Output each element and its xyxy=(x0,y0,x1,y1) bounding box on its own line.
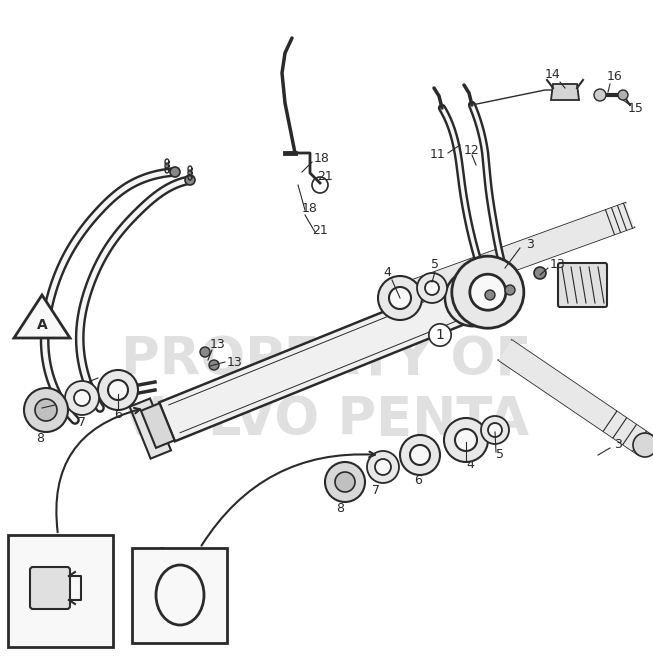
Text: 18: 18 xyxy=(302,201,318,214)
Polygon shape xyxy=(130,399,171,459)
Circle shape xyxy=(633,433,653,457)
Text: 6: 6 xyxy=(414,473,422,487)
FancyBboxPatch shape xyxy=(30,567,70,609)
Circle shape xyxy=(470,274,506,310)
Polygon shape xyxy=(468,269,511,313)
Circle shape xyxy=(445,270,501,326)
Polygon shape xyxy=(159,279,481,442)
Text: A: A xyxy=(37,318,48,332)
Circle shape xyxy=(375,459,391,475)
Circle shape xyxy=(400,435,440,475)
Circle shape xyxy=(488,423,502,437)
Text: 8: 8 xyxy=(36,432,44,444)
Circle shape xyxy=(108,380,128,400)
Polygon shape xyxy=(390,203,635,312)
Text: 9: 9 xyxy=(26,401,34,414)
Circle shape xyxy=(378,276,422,320)
Text: 22: 22 xyxy=(82,538,98,551)
Text: 10: 10 xyxy=(104,371,120,385)
Text: 13: 13 xyxy=(550,258,566,271)
Circle shape xyxy=(185,175,195,185)
Circle shape xyxy=(65,381,99,415)
Text: PROPERTY OF
VOLVO PENTA: PROPERTY OF VOLVO PENTA xyxy=(121,334,531,446)
Text: 21: 21 xyxy=(312,224,328,236)
Text: 18: 18 xyxy=(314,152,330,164)
Text: 4: 4 xyxy=(383,265,391,279)
Circle shape xyxy=(534,267,546,279)
Bar xyxy=(132,548,227,643)
Text: 12: 12 xyxy=(464,144,480,156)
Text: 2: 2 xyxy=(158,545,166,559)
Text: 6: 6 xyxy=(114,408,122,422)
Text: 15: 15 xyxy=(628,101,644,115)
Polygon shape xyxy=(498,340,652,455)
Circle shape xyxy=(425,281,439,295)
Circle shape xyxy=(485,290,495,300)
Circle shape xyxy=(325,462,365,502)
Circle shape xyxy=(505,285,515,295)
Circle shape xyxy=(618,90,628,100)
Text: 13: 13 xyxy=(210,338,226,352)
Text: 13: 13 xyxy=(227,355,243,369)
Circle shape xyxy=(452,256,524,328)
Circle shape xyxy=(170,167,180,177)
Circle shape xyxy=(209,360,219,370)
Circle shape xyxy=(98,370,138,410)
Circle shape xyxy=(455,429,477,451)
Circle shape xyxy=(389,287,411,309)
Text: 8: 8 xyxy=(336,502,344,514)
Circle shape xyxy=(24,388,68,432)
Circle shape xyxy=(481,416,509,444)
Circle shape xyxy=(74,390,90,406)
Circle shape xyxy=(200,347,210,357)
Text: 1: 1 xyxy=(436,328,445,342)
Polygon shape xyxy=(551,84,579,100)
Text: 14: 14 xyxy=(545,68,561,81)
Circle shape xyxy=(35,399,57,421)
Circle shape xyxy=(594,89,606,101)
Circle shape xyxy=(382,287,408,313)
Circle shape xyxy=(367,451,399,483)
Text: 3: 3 xyxy=(526,238,534,252)
FancyBboxPatch shape xyxy=(558,263,607,307)
Text: 21: 21 xyxy=(317,169,333,183)
Text: 16: 16 xyxy=(607,70,623,83)
Text: 11: 11 xyxy=(430,148,446,162)
Circle shape xyxy=(417,273,447,303)
Text: 5: 5 xyxy=(496,448,504,461)
Circle shape xyxy=(459,284,487,312)
Text: 7: 7 xyxy=(372,483,380,496)
Bar xyxy=(8,535,113,647)
Polygon shape xyxy=(14,295,70,338)
Circle shape xyxy=(444,418,488,462)
Text: 3: 3 xyxy=(614,438,622,451)
Circle shape xyxy=(335,472,355,492)
Text: 7: 7 xyxy=(78,416,86,428)
Text: 5: 5 xyxy=(431,258,439,271)
Text: 4: 4 xyxy=(466,459,474,471)
Polygon shape xyxy=(141,403,174,448)
Circle shape xyxy=(410,445,430,465)
